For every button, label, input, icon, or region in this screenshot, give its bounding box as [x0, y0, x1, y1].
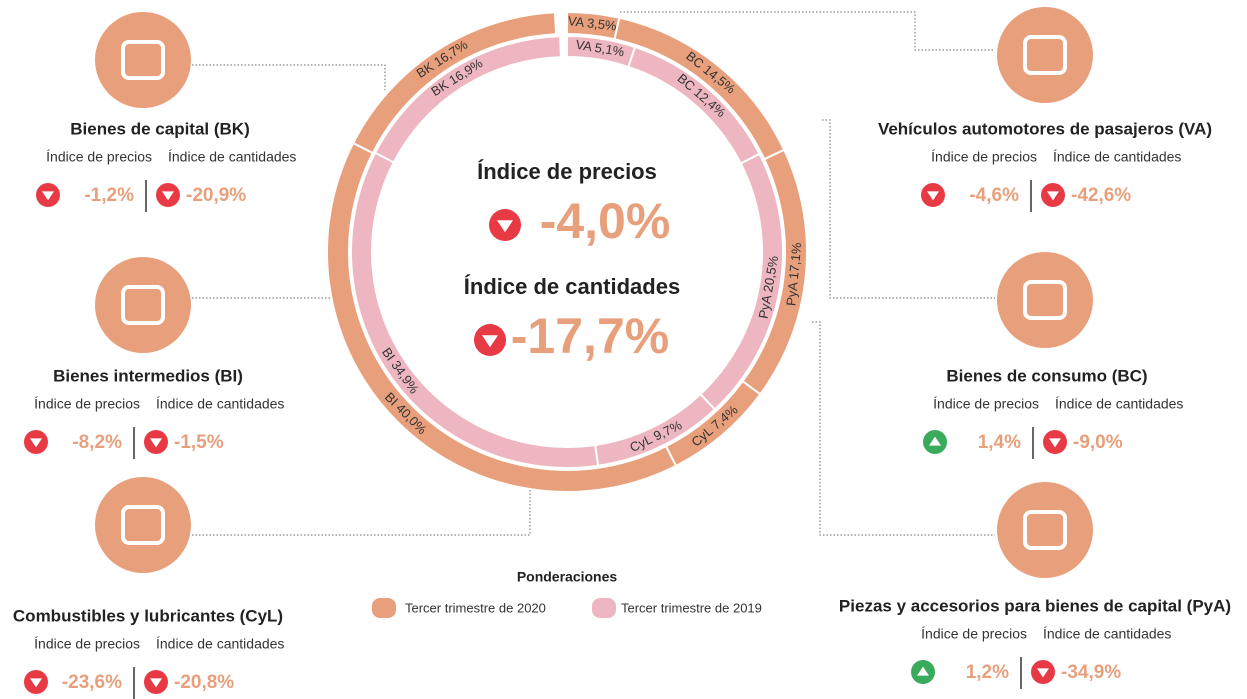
- arrow-glyph: [150, 438, 162, 448]
- icon-glyph: [1023, 35, 1067, 75]
- segment-label: VA 3,5%: [567, 13, 618, 33]
- icon-glyph: [1023, 510, 1067, 550]
- panel-value: -20,8%: [174, 672, 234, 693]
- panel-value: -4,6%: [969, 185, 1019, 206]
- arrow-glyph: [1047, 191, 1059, 201]
- panel-label: Índice de cantidades: [156, 396, 284, 412]
- legend-label: Tercer trimestre de 2020: [405, 600, 546, 615]
- icon-glyph: [1023, 280, 1067, 320]
- panel-value: -1,5%: [174, 432, 224, 453]
- panel-label: Índice de cantidades: [156, 636, 284, 652]
- panel-value: 1,4%: [978, 432, 1021, 453]
- panel-value: -8,2%: [72, 432, 122, 453]
- panel-value: -23,6%: [62, 672, 122, 693]
- category-icon: [95, 12, 191, 108]
- panel-label: Índice de cantidades: [168, 149, 296, 165]
- legend-swatch: [592, 598, 616, 618]
- category-icon: [997, 252, 1093, 348]
- panel-title: Piezas y accesorios para bienes de capit…: [839, 596, 1231, 615]
- category-icon: [997, 7, 1093, 103]
- category-icon: [95, 477, 191, 573]
- center-label: Índice de precios: [477, 159, 657, 184]
- icon-glyph: [121, 505, 165, 545]
- connectors: [192, 11, 995, 536]
- panel-label: Índice de precios: [34, 396, 140, 412]
- panel-value: 1,2%: [966, 662, 1009, 683]
- center-value: -17,7%: [511, 308, 669, 364]
- icon-glyph: [121, 285, 165, 325]
- arrow-glyph: [927, 191, 939, 201]
- panel-label: Índice de precios: [34, 636, 140, 652]
- arrow-glyph: [150, 678, 162, 688]
- panel-value: -1,2%: [84, 185, 134, 206]
- panel-title: Bienes de capital (BK): [70, 119, 250, 138]
- panel-value: -9,0%: [1073, 432, 1123, 453]
- panel-label: Índice de cantidades: [1043, 626, 1171, 642]
- icon-glyph: [121, 40, 165, 80]
- center-value: -4,0%: [540, 193, 671, 249]
- arrow-glyph: [1037, 668, 1049, 678]
- ring-segment: [373, 35, 562, 164]
- arrow-glyph: [1049, 438, 1061, 448]
- arrow-glyph: [917, 666, 929, 676]
- panel-label: Índice de precios: [931, 149, 1037, 165]
- panel-label: Índice de precios: [921, 626, 1027, 642]
- category-icon: [95, 257, 191, 353]
- panel-label: Índice de cantidades: [1055, 396, 1183, 412]
- ring-segment: [351, 11, 558, 155]
- legend-title: Ponderaciones: [517, 569, 618, 585]
- arrow-glyph: [929, 436, 941, 446]
- arrow-glyph: [162, 191, 174, 201]
- arrow-glyph: [42, 191, 54, 201]
- center-label: Índice de cantidades: [464, 274, 680, 299]
- panel-label: Índice de cantidades: [1053, 149, 1181, 165]
- segment-label: PyA 17,1%: [783, 241, 804, 306]
- panel-value: -20,9%: [186, 185, 246, 206]
- panel-title: Bienes intermedios (BI): [53, 366, 243, 385]
- panel-label: Índice de precios: [933, 396, 1039, 412]
- panel-title: Vehículos automotores de pasajeros (VA): [878, 119, 1212, 138]
- legend-swatch: [372, 598, 396, 618]
- legend-label: Tercer trimestre de 2019: [621, 600, 762, 615]
- panel-value: -42,6%: [1071, 185, 1131, 206]
- arrow-glyph: [30, 438, 42, 448]
- arrow-glyph: [482, 335, 498, 348]
- arrow-glyph: [30, 678, 42, 688]
- panel-label: Índice de precios: [46, 149, 152, 165]
- arrow-glyph: [497, 220, 513, 233]
- panel-title: Combustibles y lubricantes (CyL): [13, 606, 283, 625]
- panel-value: -34,9%: [1061, 662, 1121, 683]
- category-icon: [997, 482, 1093, 578]
- panel-title: Bienes de consumo (BC): [946, 366, 1147, 385]
